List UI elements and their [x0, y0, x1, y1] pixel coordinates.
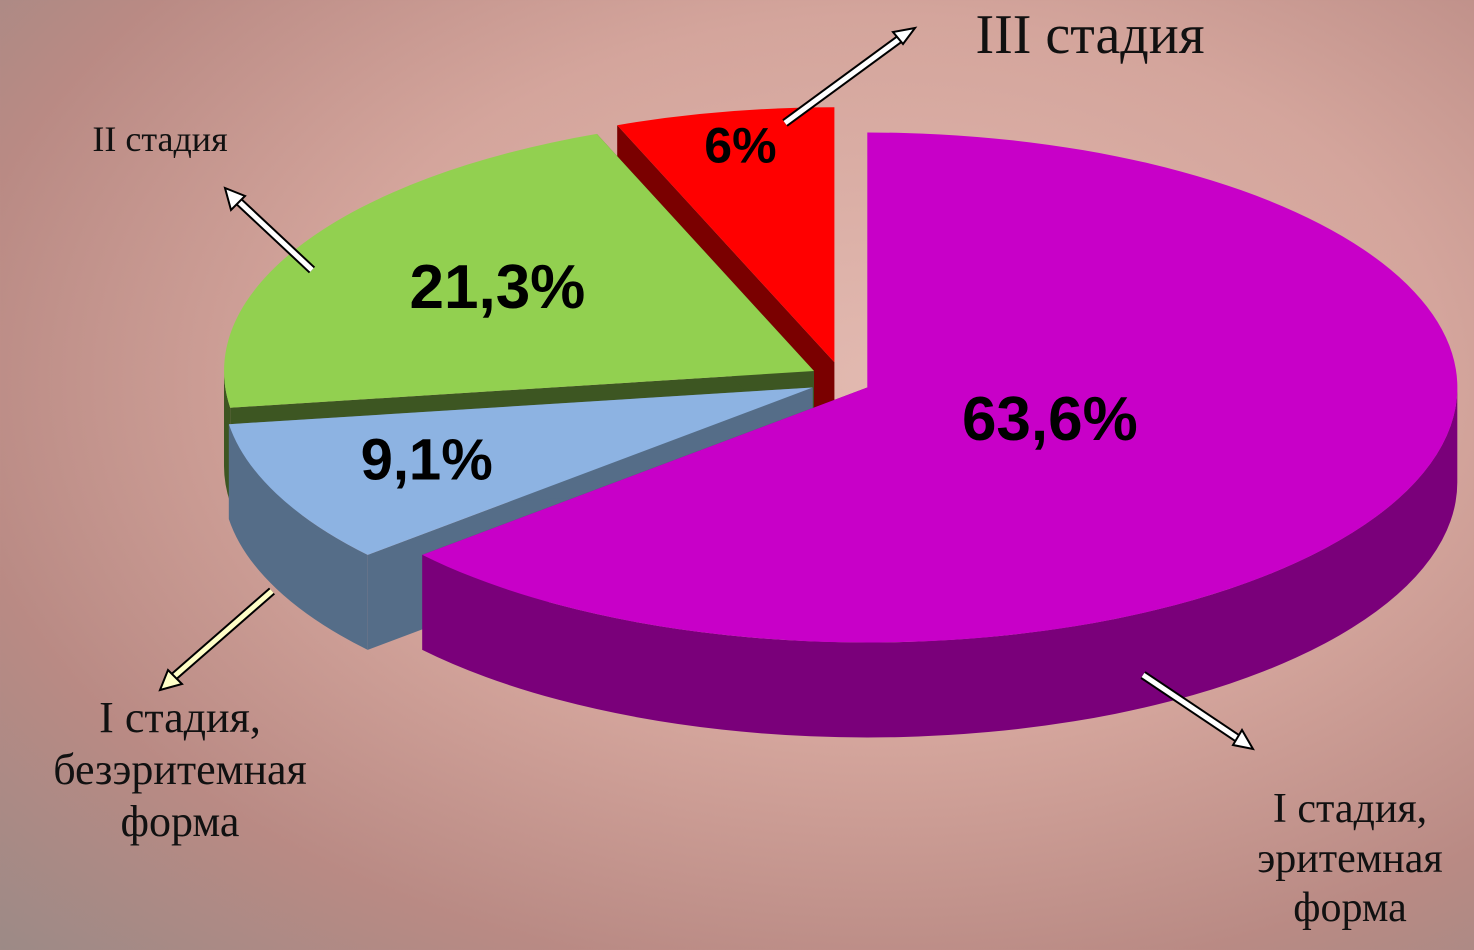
category-label: III стадия: [930, 2, 1250, 68]
value-label: 6%: [704, 118, 776, 174]
value-label: 21,3%: [410, 253, 586, 322]
category-label: II стадия: [40, 118, 280, 160]
category-label: I стадия, эритемная форма: [1220, 785, 1474, 934]
value-label: 9,1%: [361, 427, 493, 492]
value-label: 63,6%: [962, 385, 1138, 454]
category-label: I стадия, безэритемная форма: [0, 692, 360, 848]
arrow: [170, 591, 272, 680]
arrow: [235, 198, 312, 270]
slices: [224, 107, 1457, 737]
page: 63,6% 9,1% 21,3% 6% I стадия, эритемная фор…: [0, 0, 1474, 950]
arrow: [785, 35, 905, 123]
